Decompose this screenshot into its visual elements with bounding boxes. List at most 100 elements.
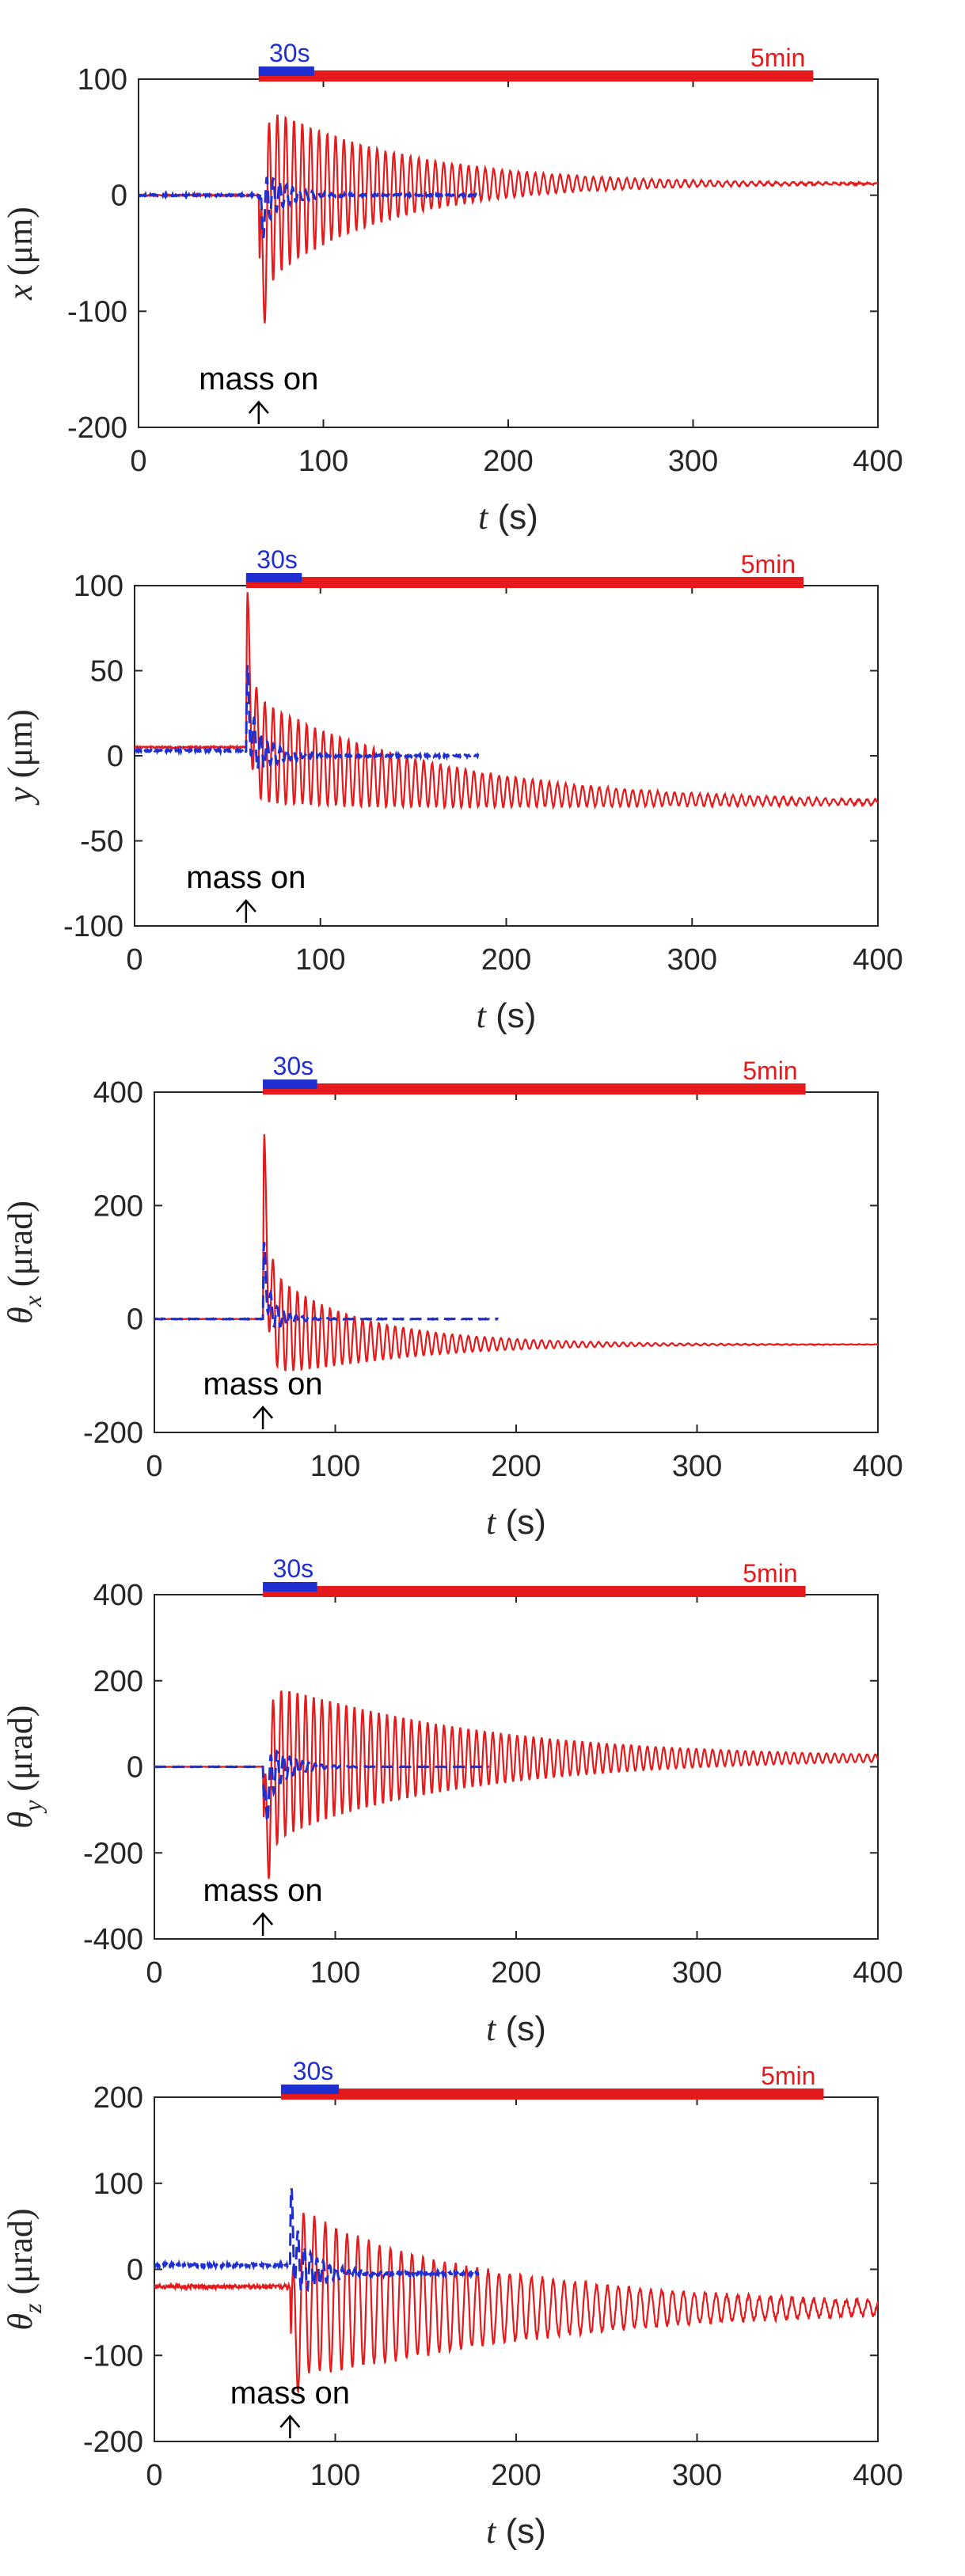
y-tick-label: 0 <box>107 740 123 773</box>
arrow-up-icon <box>235 899 256 923</box>
x-tick-label: 200 <box>483 445 533 478</box>
x-tick-label: 100 <box>310 2459 360 2492</box>
y-tick-label: 400 <box>93 1579 143 1612</box>
x-axis-label: t (s) <box>478 498 538 537</box>
series-line-red-solid <box>135 592 878 810</box>
y-axis-label: θy (μrad) <box>1 1705 47 1829</box>
y-tick-label: -100 <box>83 2339 143 2373</box>
series-group <box>139 114 878 324</box>
arrow-up-icon <box>253 1912 274 1936</box>
annotation-mass-on: mass on <box>230 2376 350 2411</box>
y-axis-label: θx (μrad) <box>1 1201 47 1324</box>
x-tick-label: 200 <box>491 2459 541 2492</box>
annotation-mass-on: mass on <box>203 1367 323 1402</box>
y-tick-label: -50 <box>80 825 123 859</box>
x-tick-label: 400 <box>853 1956 902 1990</box>
bar-30s <box>263 1079 317 1089</box>
x-tick-label: 100 <box>310 1450 360 1483</box>
x-tick-label: 400 <box>853 943 902 977</box>
x-tick-label: 300 <box>672 2459 722 2492</box>
x-tick-label: 0 <box>146 2459 162 2492</box>
y-tick-label: 100 <box>93 2168 143 2201</box>
series-line-red-solid <box>154 1690 878 1880</box>
y-tick-label: -100 <box>67 295 127 328</box>
x-tick-label: 200 <box>491 1956 541 1990</box>
panel-theta_z: 0 100 200 300 400 200 100 0 -100 -200 5min 30s mass … <box>1 2057 903 2551</box>
y-tick-label: 100 <box>78 63 127 97</box>
bar-30s-label: 30s <box>273 1554 314 1583</box>
y-tick-label: 200 <box>93 2081 143 2115</box>
series-group <box>154 1134 878 1371</box>
series-line-blue-dashed <box>139 176 481 239</box>
x-tick-label: 0 <box>130 445 146 478</box>
x-tick-label: 0 <box>146 1450 162 1483</box>
annotation-mass-on: mass on <box>199 362 318 396</box>
bar-5min-label: 5min <box>743 1057 797 1085</box>
annotation-mass-on: mass on <box>186 860 306 895</box>
series-line-blue-dashed <box>154 1242 500 1329</box>
y-tick-label: -100 <box>63 910 123 943</box>
y-tick-label: 200 <box>93 1189 143 1223</box>
y-axis-label: θz (μrad) <box>1 2208 47 2330</box>
bar-30s <box>263 1582 317 1592</box>
series-line-blue-dashed <box>154 1748 490 1823</box>
arrow-up-icon <box>248 400 269 424</box>
bar-30s <box>280 2085 340 2094</box>
series-line-blue-dashed <box>135 665 480 772</box>
series-line-blue-dashed <box>154 2187 481 2293</box>
y-tick-label: -400 <box>83 1923 143 1956</box>
x-tick-label: 300 <box>672 1450 722 1483</box>
bar-5min-label: 5min <box>743 1559 797 1588</box>
x-axis-label: t (s) <box>486 1503 546 1542</box>
bar-5min <box>245 577 804 588</box>
y-tick-label: 400 <box>93 1076 143 1110</box>
bar-5min <box>258 70 814 82</box>
axes-box <box>154 2096 879 2442</box>
bar-5min-label: 5min <box>741 550 796 579</box>
bar-30s-label: 30s <box>293 2057 334 2085</box>
x-tick-label: 400 <box>853 1450 902 1483</box>
series-group <box>154 1690 878 1880</box>
x-tick-label: 300 <box>668 445 718 478</box>
axes-box <box>154 1091 879 1433</box>
x-tick-label: 0 <box>146 1956 162 1990</box>
x-axis-label: t (s) <box>477 996 537 1035</box>
y-tick-label: 0 <box>127 2254 143 2287</box>
x-tick-label: 200 <box>491 1450 541 1483</box>
bar-30s-label: 30s <box>269 39 310 67</box>
y-tick-label: -200 <box>83 1417 143 1450</box>
y-tick-label: 200 <box>93 1665 143 1698</box>
panel-y: 0 100 200 300 400 100 50 0 -50 -100 5min 30s mass on… <box>1 545 903 1035</box>
x-axis-label: t (s) <box>486 2009 546 2048</box>
bar-30s <box>245 573 302 582</box>
y-tick-label: 0 <box>127 1751 143 1785</box>
x-tick-label: 300 <box>667 943 717 977</box>
annotation-mass-on: mass on <box>203 1873 323 1908</box>
y-tick-label: 100 <box>74 570 123 603</box>
x-tick-label: 0 <box>126 943 142 977</box>
y-axis-label: y (μm) <box>1 709 40 806</box>
x-tick-label: 400 <box>853 2459 902 2492</box>
panel-x: 0 100 200 300 400 100 0 -100 -200 5min 30s mass on t… <box>1 39 903 537</box>
x-tick-label: 400 <box>853 445 902 478</box>
y-tick-label: 0 <box>111 180 127 213</box>
arrow-up-icon <box>253 1406 274 1429</box>
arrow-up-icon <box>279 2415 301 2438</box>
y-tick-label: 0 <box>127 1303 143 1337</box>
bar-5min <box>263 1586 806 1597</box>
x-tick-label: 100 <box>298 445 348 478</box>
bar-5min-label: 5min <box>761 2062 815 2090</box>
series-group <box>135 592 878 810</box>
panel-theta_y: 0 100 200 300 400 400 200 0 -200 -400 5min 30s mass … <box>1 1554 903 2048</box>
y-tick-label: -200 <box>67 412 127 445</box>
axes-box <box>138 78 879 428</box>
bar-30s-label: 30s <box>273 1052 314 1080</box>
bar-30s <box>258 66 314 76</box>
series-line-red-solid <box>154 1134 878 1371</box>
series-group <box>154 2187 878 2395</box>
y-tick-label: 50 <box>90 655 123 689</box>
x-axis-label: t (s) <box>486 2512 546 2551</box>
y-tick-label: -200 <box>83 2426 143 2459</box>
